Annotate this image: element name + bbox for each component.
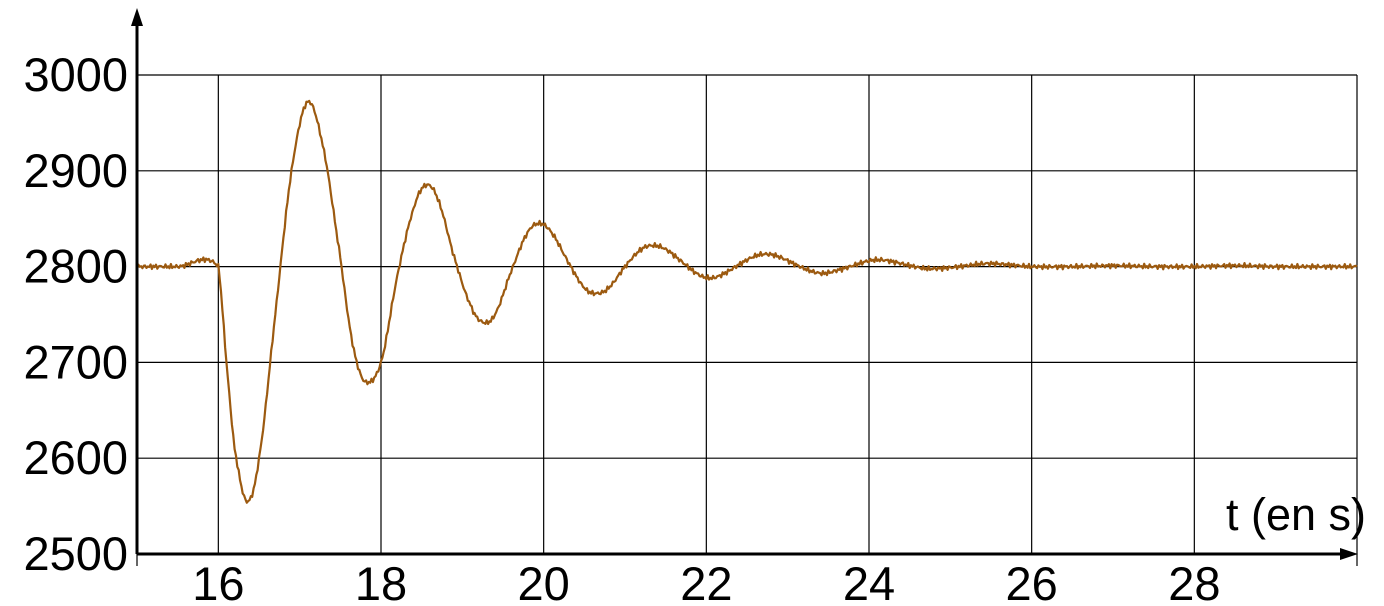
- y-tick-label-2700: 2700: [23, 335, 128, 388]
- y-tick-label-2600: 2600: [23, 431, 128, 484]
- axes: [131, 8, 1358, 560]
- x-tick-label-26: 26: [1006, 557, 1058, 606]
- x-tick-label-28: 28: [1168, 557, 1220, 606]
- y-tick-label-2500: 2500: [23, 527, 128, 580]
- x-tick-label-22: 22: [680, 557, 732, 606]
- x-axis-label: t (en s): [1226, 489, 1366, 540]
- y-tick-label-2900: 2900: [23, 144, 128, 197]
- series-layer: [135, 99, 1358, 504]
- y-axis-arrow-icon: [131, 8, 143, 26]
- x-tick-label-16: 16: [192, 557, 244, 606]
- tick-labels: 2500 2600 2700 2800 2900 3000 16 18 20 22 24 26 28: [23, 48, 1220, 606]
- x-tick-label-20: 20: [518, 557, 570, 606]
- y-tick-label-2800: 2800: [23, 240, 128, 293]
- grid-lines: [136, 74, 1358, 566]
- x-axis-arrow-icon: [1340, 548, 1358, 560]
- series-line-0: [135, 99, 1358, 504]
- x-tick-label-24: 24: [843, 557, 895, 606]
- y-tick-label-3000: 3000: [23, 48, 128, 101]
- x-tick-label-18: 18: [355, 557, 407, 606]
